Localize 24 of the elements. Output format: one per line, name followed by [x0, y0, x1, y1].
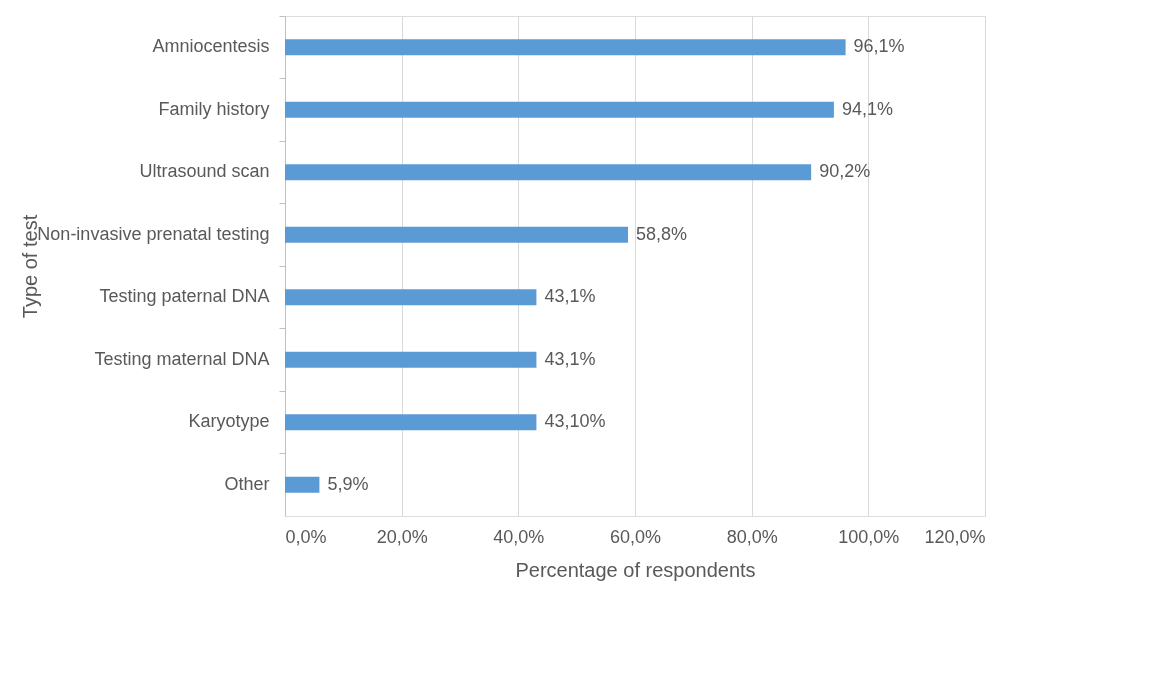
- x-tick-label: 80,0%: [726, 526, 778, 547]
- data-label: 43,10%: [544, 411, 606, 432]
- data-label: 90,2%: [819, 161, 871, 182]
- y-tick-label: Amniocentesis: [152, 36, 270, 57]
- x-tick-label: 60,0%: [609, 526, 662, 547]
- data-label: 96,1%: [853, 36, 905, 57]
- y-tick-label: Karyotype: [188, 411, 270, 432]
- y-tick-label: Ultrasound scan: [139, 161, 270, 182]
- data-label: 94,1%: [841, 98, 893, 119]
- x-tick-label: 40,0%: [493, 526, 545, 547]
- y-tick-label: Testing paternal DNA: [99, 286, 270, 307]
- y-tick-label: Family history: [158, 98, 270, 119]
- y-tick-label: Other: [224, 473, 270, 494]
- x-tick-label: 20,0%: [376, 526, 428, 547]
- data-label: 43,1%: [544, 348, 596, 369]
- data-label: 43,1%: [544, 286, 596, 307]
- y-tick-label: Non-invasive prenatal testing: [37, 223, 270, 244]
- x-tick-label: 100,0%: [838, 526, 900, 547]
- x-tick-label: 0,0%: [285, 526, 327, 547]
- y-tick-label: Testing maternal DNA: [94, 348, 270, 369]
- data-label: 58,8%: [636, 223, 688, 244]
- x-axis-title: Percentage of respondents: [515, 558, 756, 581]
- x-tick-label: 120,0%: [924, 526, 986, 547]
- data-label: 5,9%: [327, 473, 369, 494]
